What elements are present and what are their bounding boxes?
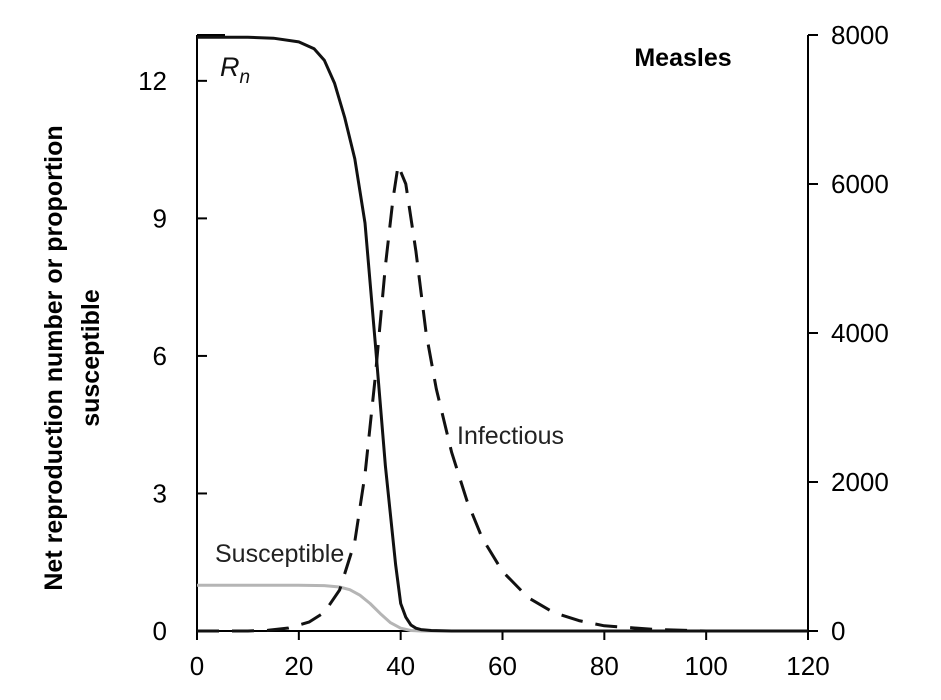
rn-annotation: Rn [220, 52, 250, 88]
y-right-tick-label: 4000 [831, 318, 889, 348]
x-tick-label: 80 [590, 651, 619, 681]
y-left-tick-label: 0 [153, 616, 167, 646]
x-tick-label: 100 [684, 651, 727, 681]
x-ticks: 0 20 40 60 80 100 120 [190, 631, 830, 681]
y-axis-label-line1: Net reproduction number or proportion [40, 125, 68, 590]
x-tick-label: 120 [786, 651, 829, 681]
series-line-susceptible [197, 583, 808, 633]
series-line-infectious [197, 163, 808, 633]
y-left-tick-label: 6 [153, 341, 167, 371]
series-layer [197, 35, 808, 633]
x-tick-label: 20 [284, 651, 313, 681]
y-left-tick-label: 12 [138, 66, 167, 96]
rn-annotation-sub: n [240, 67, 251, 88]
infectious-annotation: Infectious [457, 422, 564, 450]
y-right-tick-label: 2000 [831, 467, 889, 497]
y-axis-label-line2: susceptible [77, 289, 105, 427]
x-tick-label: 0 [190, 651, 204, 681]
x-tick-label: 60 [488, 651, 517, 681]
x-tick-label: 40 [386, 651, 415, 681]
susceptible-annotation: Susceptible [215, 540, 344, 568]
y-ticks-left: 0 3 6 9 12 [138, 66, 207, 646]
y-left-tick-label: 9 [153, 203, 167, 233]
y-right-tick-label: 8000 [831, 20, 889, 50]
series-line-rn [197, 35, 808, 633]
y-left-tick-label: 3 [153, 478, 167, 508]
chart-title: Measles [634, 44, 731, 72]
y-ticks-right: 0 2000 4000 6000 8000 [808, 20, 889, 646]
y-right-tick-label: 6000 [831, 169, 889, 199]
rn-annotation-main: R [220, 52, 240, 82]
y-right-tick-label: 0 [831, 616, 845, 646]
